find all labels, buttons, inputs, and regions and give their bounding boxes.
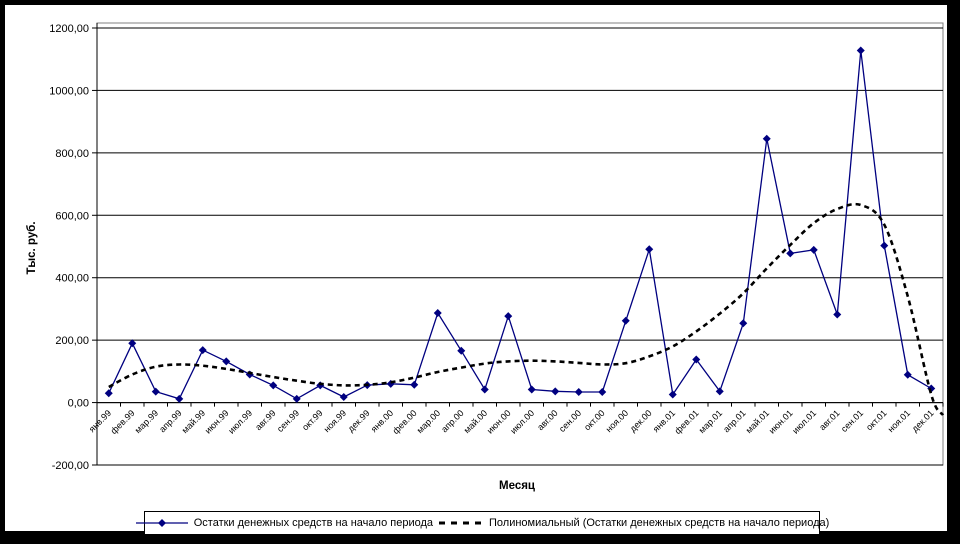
y-tick-label: 200,00	[55, 335, 89, 347]
data-point-marker	[856, 46, 865, 55]
y-tick-label: -200,00	[52, 460, 89, 472]
data-point-marker	[598, 387, 607, 396]
data-point-marker	[715, 387, 724, 396]
y-tick-label: 0,00	[68, 398, 89, 410]
data-point-marker	[457, 346, 466, 355]
y-tick-label: 1000,00	[49, 85, 89, 97]
data-point-marker	[551, 387, 560, 396]
plot-border	[96, 22, 944, 466]
data-point-marker	[292, 394, 301, 403]
data-point-marker	[128, 339, 137, 348]
data-point-marker	[504, 312, 513, 321]
data-point-marker	[527, 385, 536, 394]
y-tick-label: 400,00	[55, 273, 89, 285]
data-point-marker	[645, 245, 654, 254]
data-point-marker	[339, 392, 348, 401]
data-point-marker	[762, 134, 771, 143]
trend-line-sample-icon	[439, 521, 483, 525]
data-point-marker	[574, 387, 583, 396]
data-point-marker	[833, 310, 842, 319]
data-point-marker	[692, 355, 701, 364]
y-tick-label: 800,00	[55, 148, 89, 160]
y-axis-title: Тыс. руб.	[26, 221, 38, 275]
data-point-marker	[809, 245, 818, 254]
plot-svg: 1200,00 1000,00 800,00 600,00 400,00 200,00 0,…	[49, 22, 945, 472]
y-tick-label: 1200,00	[49, 23, 89, 35]
data-point-marker	[786, 249, 795, 258]
data-point-marker	[739, 319, 748, 328]
data-point-marker	[480, 385, 489, 394]
legend-trend-label: Полиномиальный (Остатки денежных средств…	[489, 517, 830, 529]
x-axis-title: Месяц	[499, 480, 535, 492]
legend: Остатки денежных средств на начало перио…	[135, 511, 829, 535]
series-line-sample-icon	[135, 519, 188, 527]
chart-surface: 1200,00 1000,00 800,00 600,00 400,00 200,00 0,…	[5, 5, 947, 535]
data-point-marker	[269, 381, 278, 390]
trend-line	[108, 202, 945, 416]
data-point-marker	[880, 241, 889, 250]
data-point-marker	[903, 370, 912, 379]
data-point-marker	[175, 394, 184, 403]
series-line	[108, 50, 932, 400]
data-point-marker	[151, 387, 160, 396]
data-point-marker	[433, 308, 442, 317]
y-tick-label: 600,00	[55, 210, 89, 222]
data-point-marker	[222, 357, 231, 366]
data-point-marker	[410, 380, 419, 389]
data-point-marker	[668, 390, 677, 399]
data-point-marker	[198, 346, 207, 355]
data-point-marker	[104, 389, 113, 398]
data-point-marker	[621, 316, 630, 325]
legend-series-label: Остатки денежных средств на начало перио…	[193, 517, 433, 529]
